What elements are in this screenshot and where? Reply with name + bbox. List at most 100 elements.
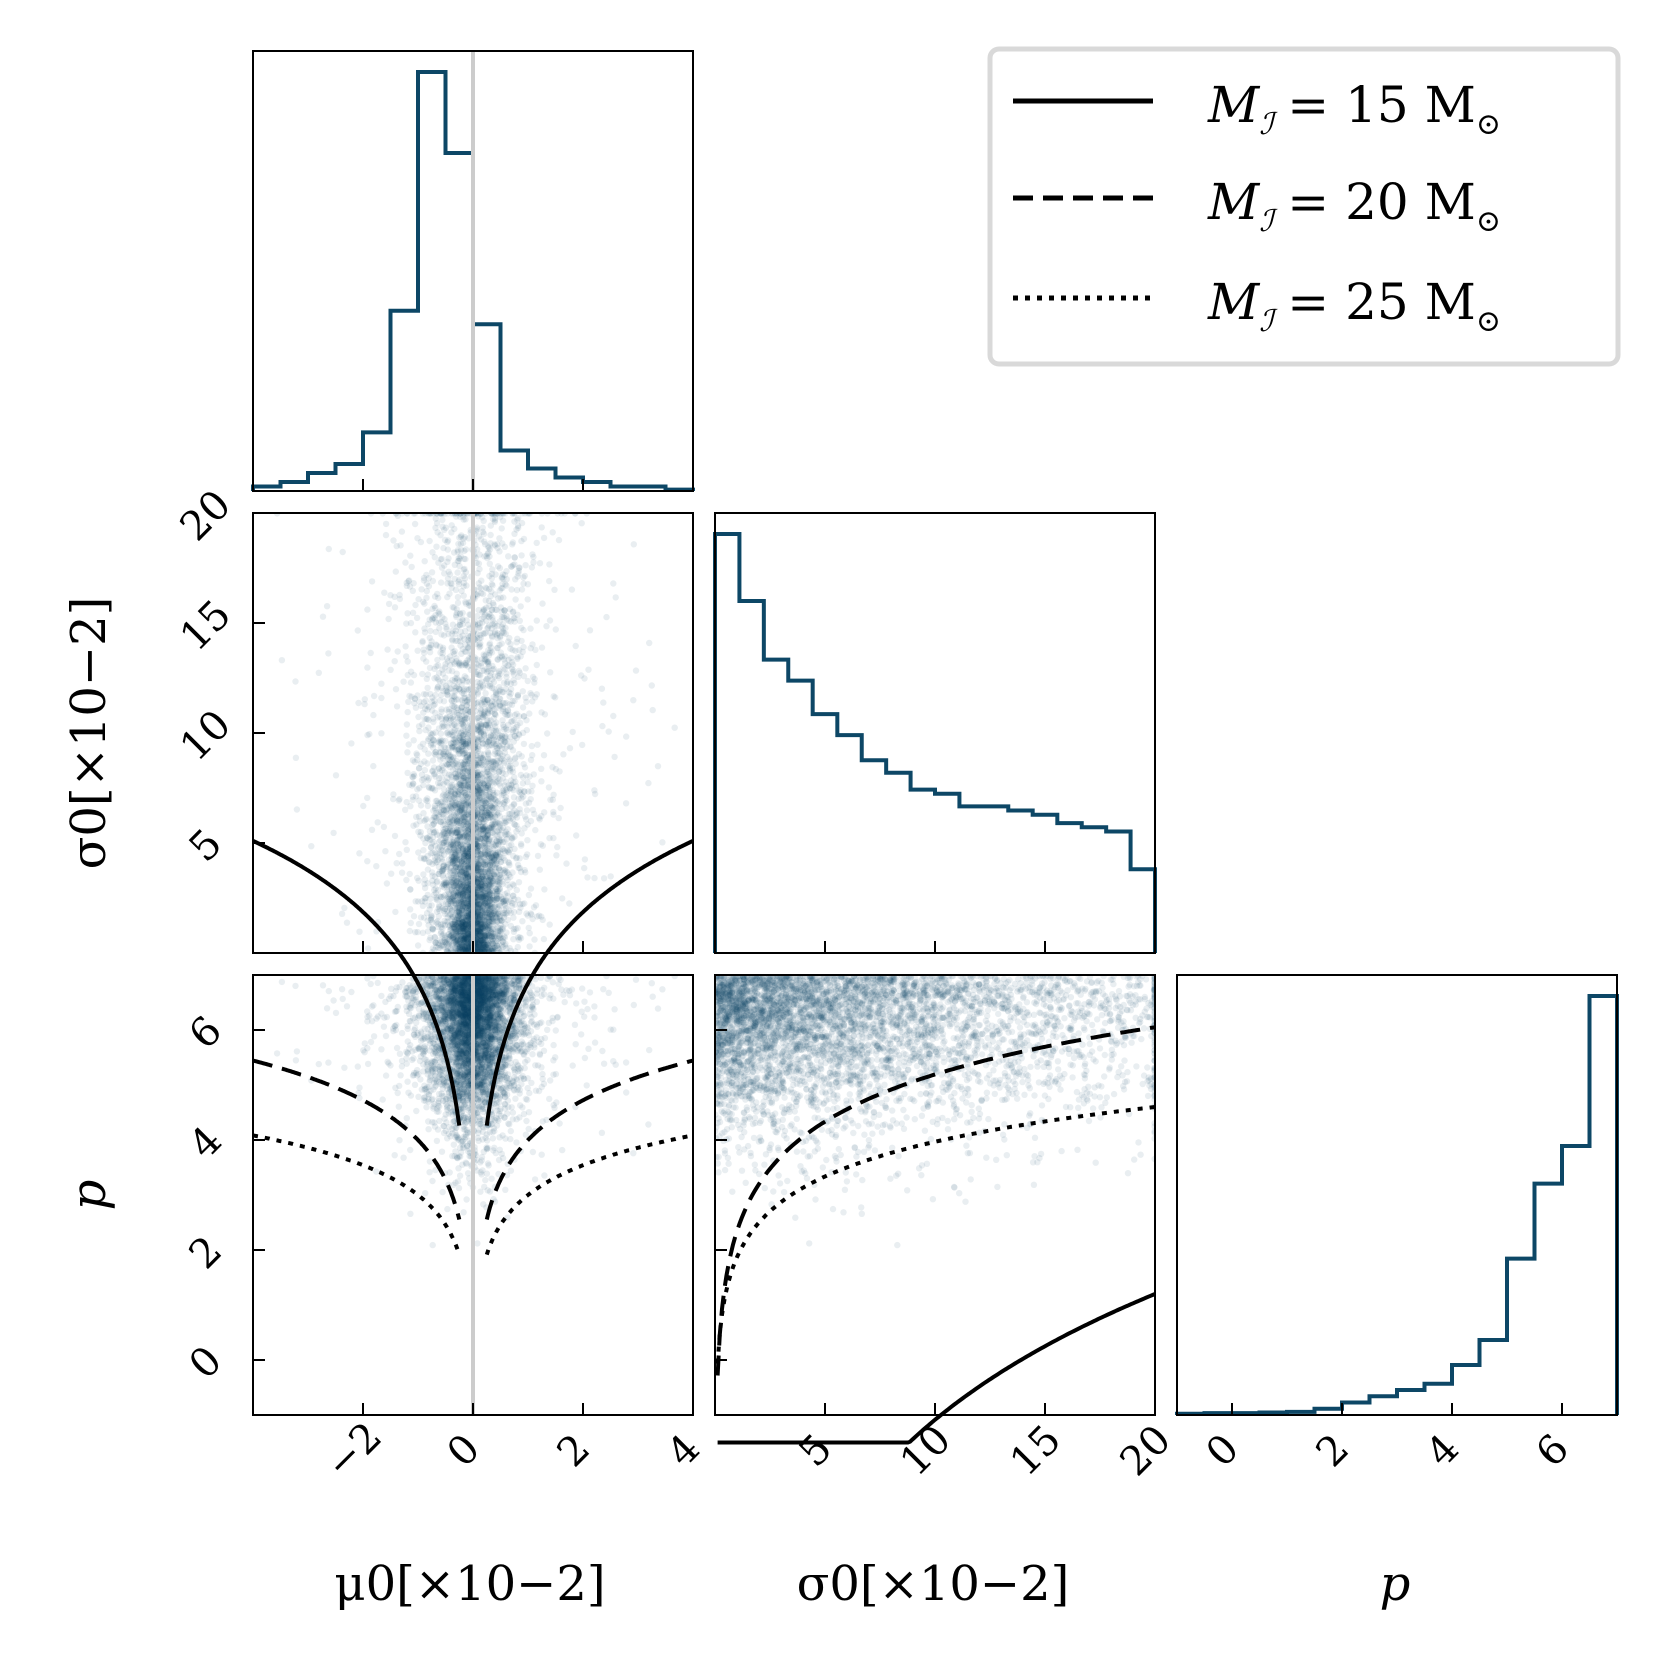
posterior-sample	[458, 821, 465, 828]
posterior-sample	[487, 672, 494, 679]
posterior-sample	[455, 711, 463, 719]
posterior-sample	[478, 878, 485, 885]
posterior-sample	[457, 923, 464, 930]
posterior-sample	[488, 946, 496, 953]
posterior-sample	[502, 786, 510, 794]
posterior-sample	[508, 782, 515, 789]
posterior-sample	[456, 945, 463, 953]
posterior-sample	[510, 608, 517, 615]
posterior-sample	[453, 704, 461, 712]
posterior-sample	[475, 727, 482, 734]
posterior-sample	[457, 936, 464, 944]
posterior-sample	[415, 877, 422, 884]
posterior-sample	[474, 926, 481, 933]
posterior-sample	[515, 864, 522, 872]
posterior-sample	[453, 513, 460, 520]
posterior-sample	[477, 634, 485, 642]
posterior-sample	[478, 589, 485, 597]
posterior-sample	[453, 916, 460, 923]
posterior-sample	[426, 537, 433, 545]
posterior-sample	[449, 637, 456, 644]
posterior-sample	[364, 858, 371, 865]
posterior-sample	[435, 913, 442, 920]
posterior-sample	[458, 820, 465, 827]
posterior-sample	[473, 804, 481, 812]
posterior-sample	[404, 708, 411, 716]
posterior-sample	[500, 914, 508, 921]
posterior-sample	[436, 625, 443, 632]
posterior-sample	[538, 709, 545, 716]
posterior-sample	[464, 848, 472, 855]
posterior-sample	[530, 559, 537, 566]
posterior-sample	[556, 768, 563, 775]
posterior-sample	[507, 680, 514, 687]
posterior-sample	[439, 750, 447, 757]
posterior-sample	[505, 656, 512, 664]
posterior-sample	[480, 922, 487, 929]
posterior-sample	[464, 782, 471, 790]
posterior-sample	[510, 928, 518, 935]
posterior-sample	[474, 913, 481, 920]
posterior-sample	[474, 844, 481, 851]
posterior-sample	[458, 907, 465, 914]
posterior-sample	[452, 945, 459, 953]
posterior-sample	[481, 705, 489, 713]
posterior-sample	[506, 634, 513, 642]
posterior-sample	[462, 920, 469, 928]
posterior-sample	[462, 947, 469, 953]
posterior-sample	[475, 901, 483, 908]
posterior-sample	[450, 604, 458, 611]
posterior-sample	[509, 718, 516, 725]
posterior-sample	[479, 942, 487, 949]
posterior-sample	[491, 758, 498, 765]
posterior-sample	[444, 580, 451, 587]
posterior-sample	[382, 520, 390, 528]
posterior-sample	[446, 869, 454, 876]
posterior-sample	[519, 704, 527, 711]
posterior-sample	[506, 846, 514, 854]
posterior-sample	[453, 816, 461, 823]
posterior-sample	[511, 530, 518, 537]
posterior-sample	[463, 925, 470, 933]
posterior-sample	[373, 863, 380, 870]
posterior-sample	[552, 765, 560, 773]
posterior-sample	[463, 849, 470, 856]
posterior-sample	[464, 811, 471, 818]
posterior-sample	[475, 662, 482, 669]
posterior-sample	[498, 917, 505, 925]
posterior-sample	[485, 810, 492, 817]
posterior-sample	[459, 609, 466, 617]
posterior-sample	[463, 711, 470, 719]
posterior-sample	[434, 856, 442, 864]
posterior-sample	[492, 761, 499, 768]
posterior-sample	[419, 902, 427, 909]
posterior-sample	[496, 548, 503, 555]
posterior-sample	[477, 923, 484, 930]
posterior-sample	[527, 690, 534, 697]
posterior-sample	[480, 695, 487, 702]
posterior-sample	[463, 848, 470, 855]
posterior-sample	[452, 944, 459, 951]
posterior-sample	[488, 632, 496, 640]
posterior-sample	[499, 689, 506, 696]
posterior-sample	[501, 571, 509, 579]
posterior-sample	[460, 774, 468, 782]
posterior-sample	[519, 729, 527, 736]
posterior-sample	[490, 909, 497, 917]
posterior-sample	[554, 843, 561, 851]
posterior-sample	[474, 878, 481, 886]
posterior-sample	[477, 879, 485, 886]
posterior-sample	[474, 881, 481, 888]
posterior-sample	[485, 682, 492, 689]
posterior-sample	[452, 801, 459, 809]
posterior-sample	[442, 834, 449, 842]
posterior-sample	[493, 837, 500, 844]
posterior-sample	[460, 914, 467, 921]
posterior-sample	[480, 842, 487, 850]
posterior-sample	[485, 782, 492, 789]
posterior-sample	[487, 913, 494, 921]
posterior-sample	[479, 944, 487, 951]
posterior-sample	[454, 908, 461, 916]
posterior-sample	[451, 920, 458, 928]
posterior-sample	[464, 879, 471, 887]
